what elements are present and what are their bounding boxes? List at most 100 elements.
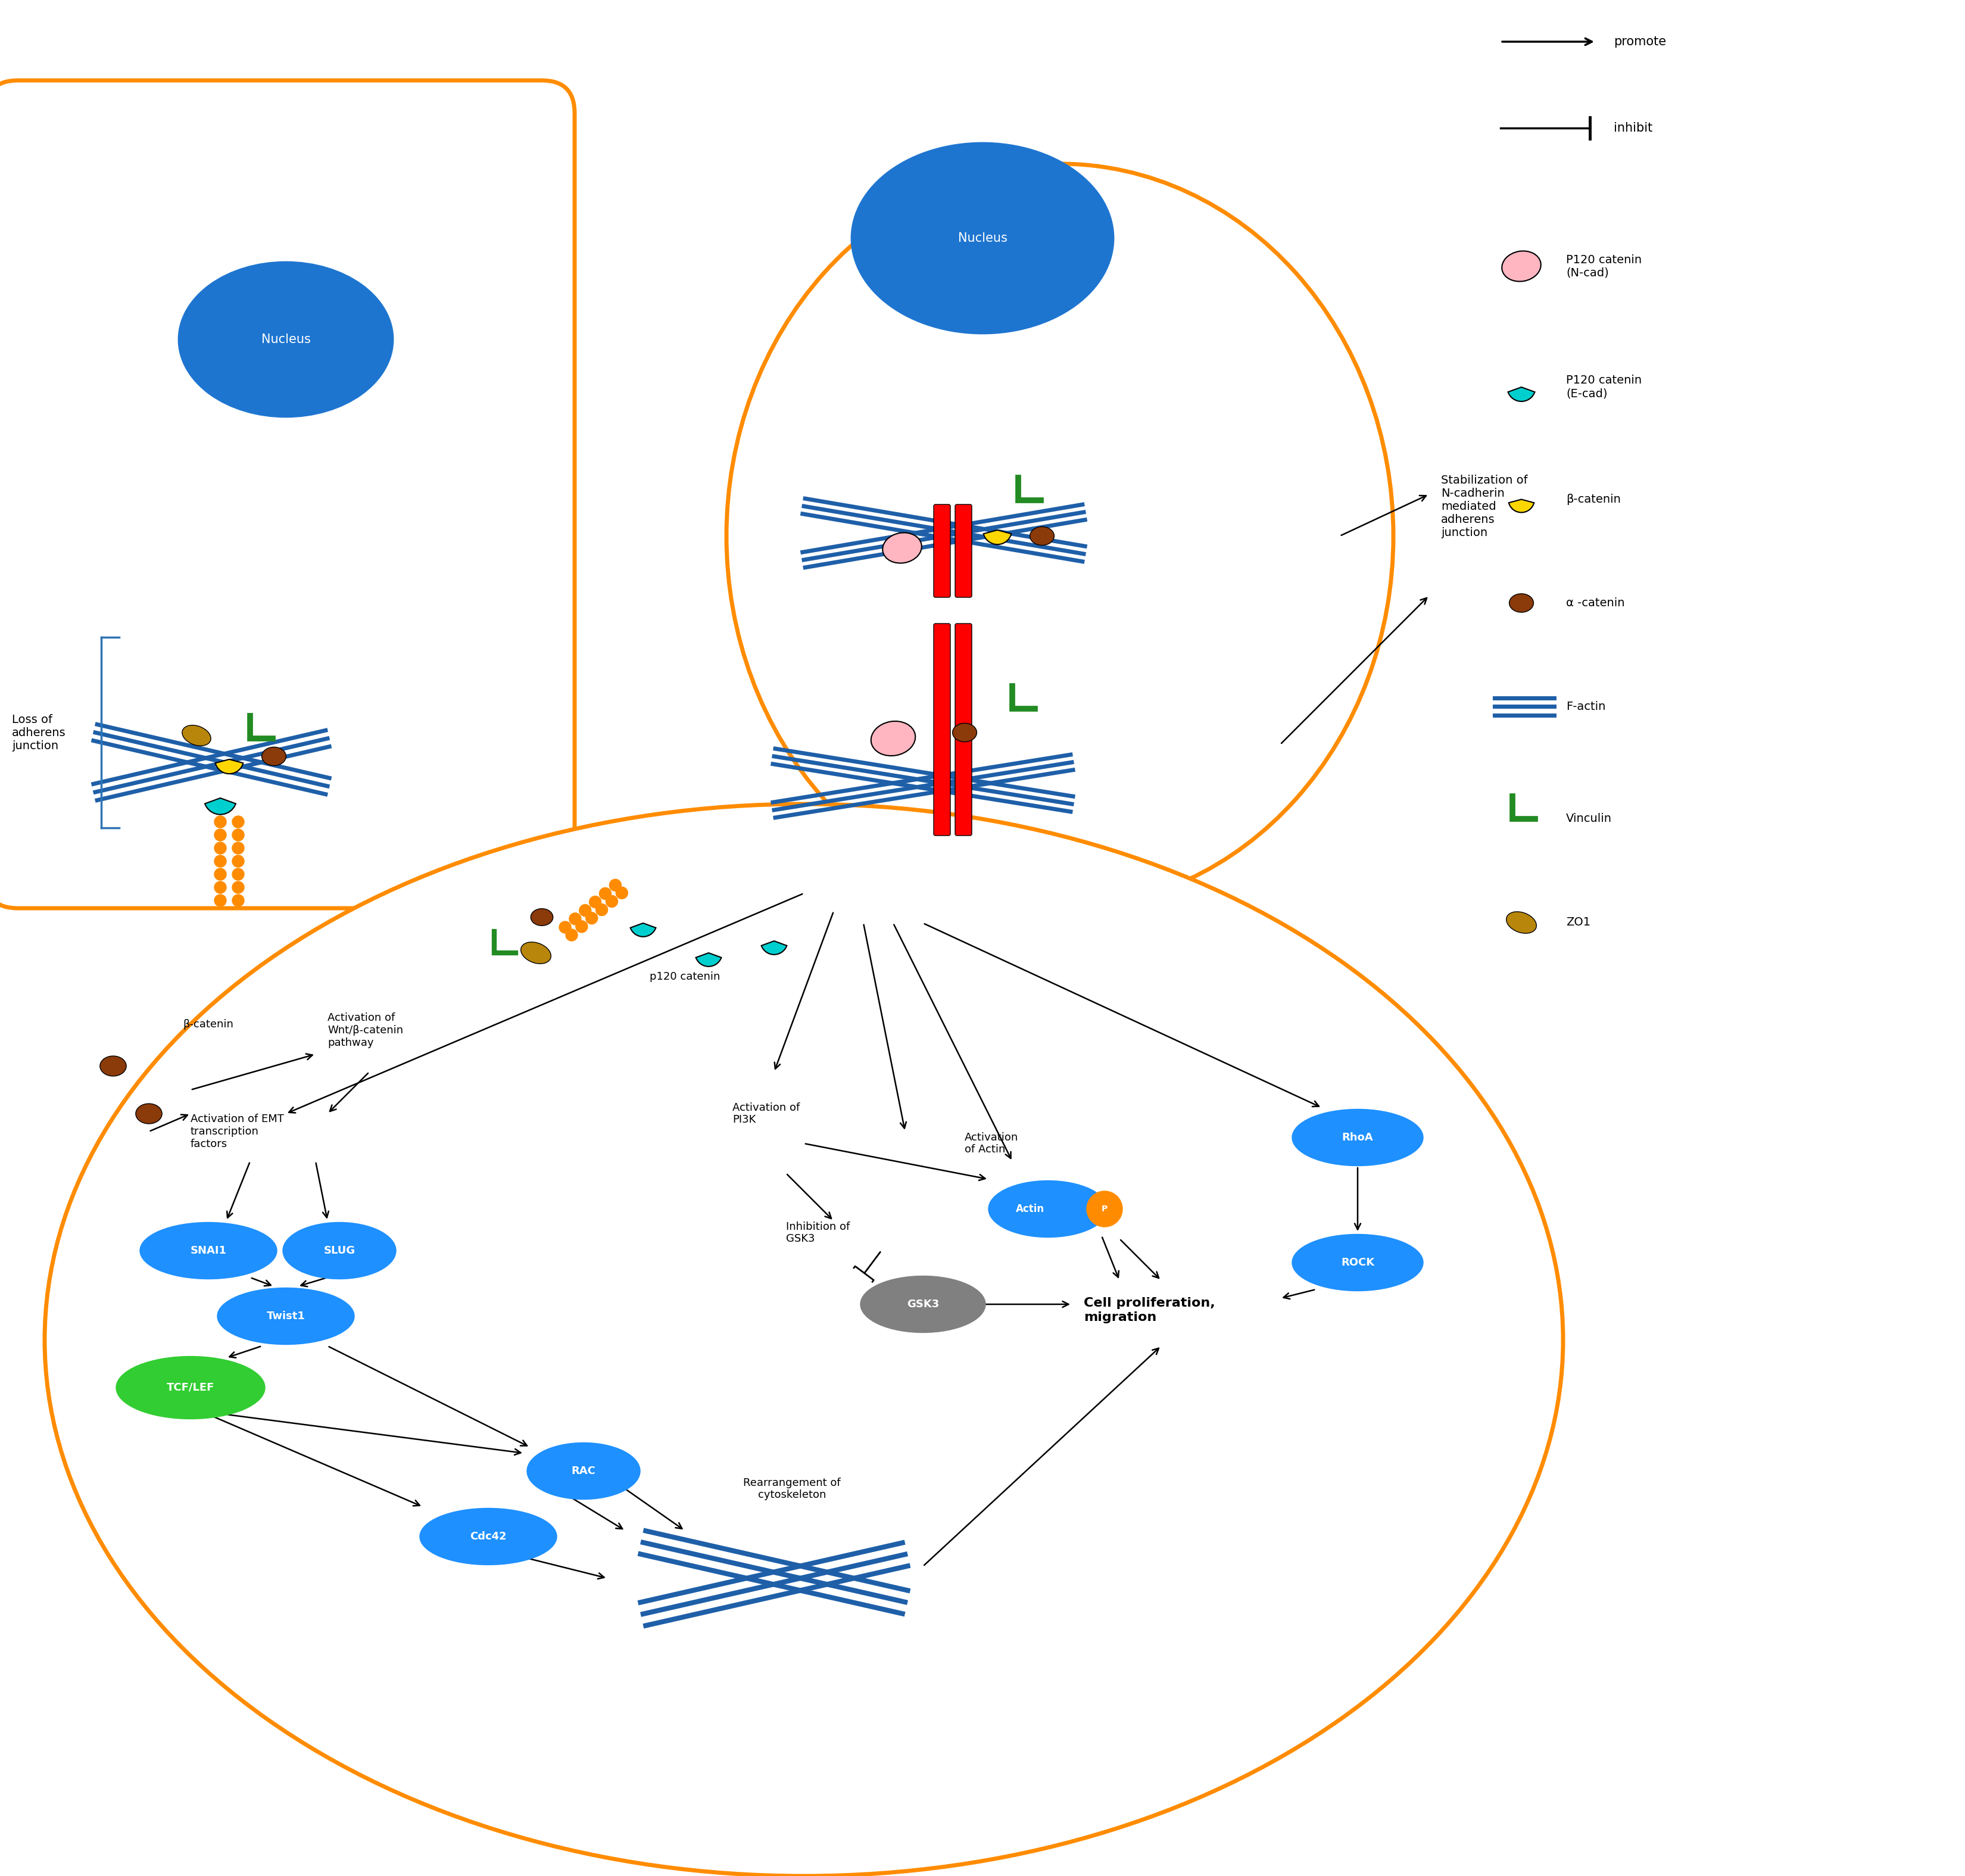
Text: GSK3: GSK3 bbox=[906, 1298, 939, 1309]
Ellipse shape bbox=[988, 1180, 1108, 1238]
Text: Rearrangement of
cytoskeleton: Rearrangement of cytoskeleton bbox=[743, 1476, 841, 1501]
Wedge shape bbox=[982, 531, 1012, 544]
Wedge shape bbox=[1509, 499, 1535, 512]
Text: inhibit: inhibit bbox=[1613, 122, 1653, 133]
FancyBboxPatch shape bbox=[933, 623, 951, 835]
Circle shape bbox=[214, 895, 226, 906]
Wedge shape bbox=[204, 797, 236, 814]
Circle shape bbox=[214, 842, 226, 854]
Circle shape bbox=[232, 869, 244, 880]
Ellipse shape bbox=[727, 163, 1393, 908]
Ellipse shape bbox=[1030, 527, 1053, 546]
Circle shape bbox=[232, 855, 244, 867]
Ellipse shape bbox=[527, 1443, 641, 1499]
Ellipse shape bbox=[882, 533, 922, 563]
Text: Nucleus: Nucleus bbox=[261, 334, 310, 345]
Circle shape bbox=[595, 904, 607, 915]
Circle shape bbox=[576, 921, 588, 932]
Ellipse shape bbox=[531, 908, 552, 925]
Text: RAC: RAC bbox=[572, 1465, 595, 1476]
Text: F-actin: F-actin bbox=[1566, 702, 1605, 713]
Circle shape bbox=[605, 895, 617, 908]
Text: β-catenin: β-catenin bbox=[1566, 493, 1621, 505]
Circle shape bbox=[214, 816, 226, 827]
Text: Nucleus: Nucleus bbox=[957, 233, 1008, 244]
Ellipse shape bbox=[283, 1223, 397, 1279]
Text: Cdc42: Cdc42 bbox=[470, 1531, 507, 1542]
Ellipse shape bbox=[870, 720, 916, 756]
Wedge shape bbox=[1507, 386, 1535, 401]
Text: P120 catenin
(E-cad): P120 catenin (E-cad) bbox=[1566, 375, 1641, 400]
Circle shape bbox=[560, 921, 572, 932]
Ellipse shape bbox=[1293, 1109, 1423, 1165]
Ellipse shape bbox=[1293, 1234, 1423, 1291]
Wedge shape bbox=[760, 942, 786, 955]
Text: Cell proliferation,
migration: Cell proliferation, migration bbox=[1085, 1298, 1214, 1323]
Text: p120 catenin: p120 catenin bbox=[650, 972, 719, 981]
Circle shape bbox=[570, 914, 582, 925]
Text: Activation of EMT
transcription
factors: Activation of EMT transcription factors bbox=[191, 1114, 285, 1150]
Wedge shape bbox=[631, 923, 656, 936]
FancyBboxPatch shape bbox=[0, 81, 574, 908]
Circle shape bbox=[232, 816, 244, 827]
Circle shape bbox=[214, 829, 226, 840]
FancyBboxPatch shape bbox=[933, 505, 951, 597]
Ellipse shape bbox=[421, 1508, 556, 1565]
Circle shape bbox=[580, 904, 591, 915]
Ellipse shape bbox=[953, 724, 977, 741]
Ellipse shape bbox=[100, 1056, 126, 1077]
Ellipse shape bbox=[183, 726, 210, 747]
Circle shape bbox=[566, 929, 578, 942]
Text: SNAI1: SNAI1 bbox=[191, 1246, 226, 1257]
Text: Loss of
adherens
junction: Loss of adherens junction bbox=[12, 713, 67, 750]
Ellipse shape bbox=[116, 1356, 265, 1418]
Ellipse shape bbox=[1501, 251, 1541, 281]
Text: P120 catenin
(N-cad): P120 catenin (N-cad) bbox=[1566, 253, 1641, 278]
Text: ZO1: ZO1 bbox=[1566, 917, 1590, 929]
Wedge shape bbox=[216, 760, 244, 773]
Circle shape bbox=[615, 887, 627, 899]
Ellipse shape bbox=[140, 1223, 277, 1279]
Circle shape bbox=[586, 912, 597, 925]
Circle shape bbox=[232, 895, 244, 906]
Ellipse shape bbox=[1509, 593, 1533, 612]
Text: Stabilization of
N-cadherin
mediated
adherens
junction: Stabilization of N-cadherin mediated adh… bbox=[1440, 475, 1527, 538]
Ellipse shape bbox=[851, 143, 1114, 334]
Circle shape bbox=[232, 829, 244, 840]
Ellipse shape bbox=[261, 747, 287, 765]
Text: RhoA: RhoA bbox=[1342, 1131, 1374, 1142]
Ellipse shape bbox=[136, 1103, 161, 1124]
Circle shape bbox=[599, 887, 611, 899]
Text: Twist1: Twist1 bbox=[267, 1311, 305, 1321]
Ellipse shape bbox=[179, 263, 393, 416]
Text: ROCK: ROCK bbox=[1340, 1257, 1374, 1268]
Circle shape bbox=[232, 882, 244, 893]
Ellipse shape bbox=[1507, 912, 1537, 934]
Text: P: P bbox=[1102, 1204, 1108, 1214]
Circle shape bbox=[1087, 1191, 1122, 1227]
FancyBboxPatch shape bbox=[955, 505, 973, 597]
Text: TCF/LEF: TCF/LEF bbox=[167, 1383, 214, 1394]
Text: Activation of
Wnt/β-catenin
pathway: Activation of Wnt/β-catenin pathway bbox=[328, 1013, 403, 1049]
Text: Vinculin: Vinculin bbox=[1566, 812, 1611, 825]
Text: Inhibition of
GSK3: Inhibition of GSK3 bbox=[786, 1221, 849, 1244]
Text: β-catenin: β-catenin bbox=[183, 1019, 234, 1030]
Wedge shape bbox=[696, 953, 721, 966]
Text: Actin: Actin bbox=[1016, 1204, 1045, 1214]
Circle shape bbox=[590, 897, 601, 908]
Ellipse shape bbox=[521, 942, 550, 964]
Circle shape bbox=[214, 855, 226, 867]
Text: SLUG: SLUG bbox=[324, 1246, 356, 1257]
Ellipse shape bbox=[218, 1289, 354, 1345]
Circle shape bbox=[232, 842, 244, 854]
Circle shape bbox=[609, 880, 621, 891]
Circle shape bbox=[214, 882, 226, 893]
Circle shape bbox=[214, 869, 226, 880]
Text: promote: promote bbox=[1613, 36, 1666, 47]
Text: α -catenin: α -catenin bbox=[1566, 597, 1625, 608]
Ellipse shape bbox=[45, 805, 1562, 1876]
FancyBboxPatch shape bbox=[955, 623, 973, 835]
Ellipse shape bbox=[861, 1276, 986, 1332]
Text: Activation of
PI3K: Activation of PI3K bbox=[733, 1101, 800, 1126]
Text: Activation
of Actin: Activation of Actin bbox=[965, 1131, 1018, 1156]
